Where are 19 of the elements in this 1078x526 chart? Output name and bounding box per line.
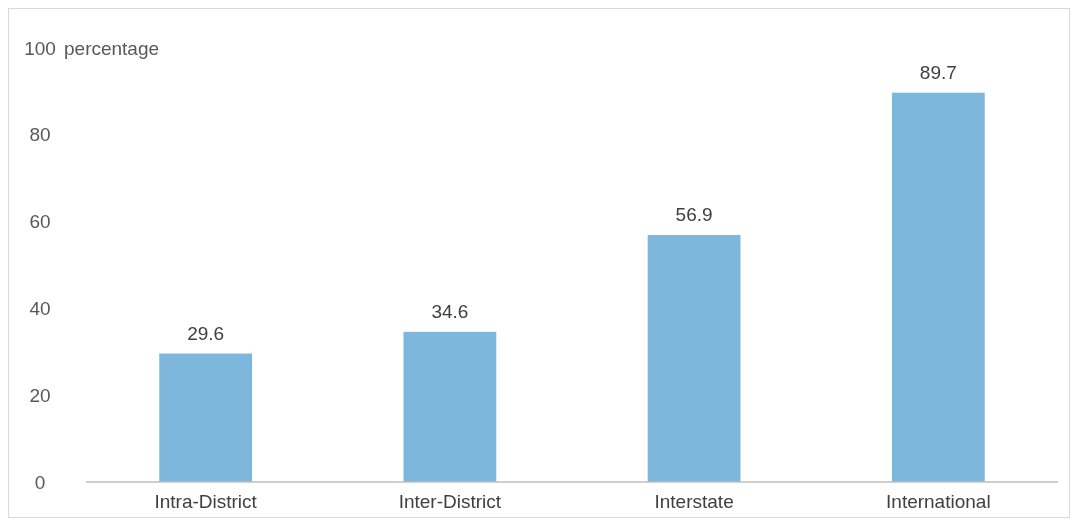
y-axis-title: percentage <box>64 37 160 59</box>
data-label: 29.6 <box>187 322 225 344</box>
y-tick-label: 60 <box>29 211 51 233</box>
y-tick-label: 0 <box>34 471 46 493</box>
y-tick-label: 80 <box>29 124 51 146</box>
bar <box>647 235 741 482</box>
data-label: 89.7 <box>919 61 957 83</box>
data-label: 56.9 <box>675 204 713 226</box>
y-tick-label: 100 <box>24 37 56 59</box>
y-tick-label: 40 <box>29 298 51 320</box>
bar <box>891 92 985 482</box>
y-tick-label: 20 <box>29 384 51 406</box>
bar <box>159 353 253 482</box>
x-tick-label: International <box>886 491 991 512</box>
data-label: 34.6 <box>431 300 469 322</box>
x-tick-label: Interstate <box>654 491 734 512</box>
bar <box>403 331 497 482</box>
x-tick-label: Inter-District <box>398 491 502 512</box>
x-tick-label: Intra-District <box>154 491 258 512</box>
